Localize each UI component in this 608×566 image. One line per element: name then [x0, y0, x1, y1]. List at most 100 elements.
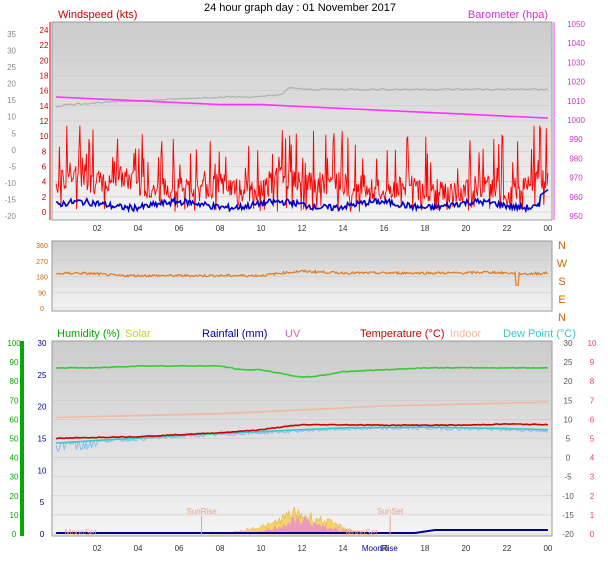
temperature-right-tick: 10: [564, 415, 573, 424]
indoor-line: [56, 401, 548, 419]
humidity-left-tick: 10: [10, 511, 19, 520]
humidity-left-tick: 0: [12, 530, 17, 539]
temperature-x-tick: 14: [339, 544, 348, 553]
rainfall-left-tick: 15: [38, 435, 47, 444]
temperature-x-tick: 16: [380, 544, 389, 553]
wind-x-tick: 18: [420, 224, 429, 233]
panel-band: [52, 121, 552, 133]
wind-left-tick: 10: [40, 132, 49, 141]
panel-band: [52, 256, 552, 261]
direction-left-tick: 90: [38, 290, 46, 297]
temperature-right-tick: -10: [562, 492, 574, 501]
wind-average-line: [55, 189, 549, 214]
barometer-right-tick: 1000: [567, 116, 585, 125]
panel-band: [52, 307, 552, 312]
direction-panel-background: [51, 240, 553, 312]
panel-band: [52, 287, 552, 293]
barometer-right-tick: 1030: [567, 58, 585, 67]
barometer-label: Barometer (hpa): [468, 9, 548, 21]
barometer-right-tick: 1040: [567, 39, 585, 48]
direction-compass-tick: E: [558, 294, 565, 306]
wind-left-tick: 22: [40, 41, 49, 50]
panel-band: [52, 351, 552, 364]
panel-band: [52, 272, 552, 277]
humidity-line: [55, 364, 548, 379]
wind-x-tick: 12: [298, 224, 307, 233]
panel-band: [52, 132, 552, 144]
panel-band: [52, 260, 552, 265]
legend-item-4: Temperature (°C): [360, 328, 444, 340]
temperature-right-tick: -5: [564, 473, 572, 482]
wind-x-tick: 10: [257, 224, 266, 233]
panel-band: [52, 279, 552, 285]
wind-outer-left-tick: -20: [4, 212, 16, 221]
panel-band: [52, 66, 552, 78]
direction-left-tick: 270: [36, 259, 48, 266]
wind-outer-left-tick: 35: [7, 30, 16, 39]
panel-band: [52, 248, 552, 254]
barometer-right-tick: 960: [569, 193, 583, 202]
wind-outer-left-tick: -5: [9, 162, 17, 171]
wind-x-tick: 22: [502, 224, 511, 233]
sunset-annotation: SunSet: [377, 507, 404, 516]
panel-band: [52, 295, 552, 300]
wind-x-tick: 04: [134, 224, 143, 233]
rainfall-left-tick: 20: [38, 403, 47, 412]
panel-band: [52, 44, 552, 56]
panel-band: [52, 384, 552, 396]
legend-item-6: Dew Point (°C): [503, 328, 576, 340]
wind-x-tick: 06: [175, 224, 184, 233]
direction-compass-tick: N: [558, 240, 566, 252]
legend-item-3: UV: [285, 328, 301, 340]
panel-band: [52, 252, 552, 258]
wind-x-tick: 16: [380, 224, 389, 233]
barometer-line: [56, 96, 548, 119]
uv-right-tick: 6: [590, 415, 595, 424]
wind-left-tick: 16: [40, 87, 49, 96]
temperature-right-tick: 5: [566, 435, 571, 444]
panel-band: [52, 110, 552, 122]
wind-direction-line: [55, 269, 549, 286]
temperature-x-tick: 08: [216, 544, 225, 553]
direction-left-tick: 180: [36, 275, 48, 282]
chart-title: 24 hour graph day : 01 November 2017: [204, 2, 396, 14]
wind-outer-left-tick: 25: [7, 63, 16, 72]
panel-band: [52, 427, 552, 439]
rainfall-left-tick: 10: [38, 466, 47, 475]
temperature-right-tick: 20: [564, 377, 573, 386]
panel-band: [52, 341, 552, 353]
rainfall-left-tick: 30: [38, 339, 47, 348]
panel-band: [52, 299, 552, 304]
wind-left-tick: 2: [42, 193, 47, 202]
panel-band: [52, 241, 552, 246]
wind-outer-left-tick: -15: [4, 195, 16, 204]
uv-right-tick: 8: [590, 377, 595, 386]
uv-right-tick: 9: [590, 358, 595, 367]
panel-band: [52, 283, 552, 289]
temperature-x-tick: 20: [461, 544, 470, 553]
temperature-right-tick: -20: [562, 530, 574, 539]
barometer-right-tick: 1050: [567, 20, 585, 29]
temperature-right-tick: -15: [562, 511, 574, 520]
wind-x-tick: 08: [216, 224, 225, 233]
uv-right-tick: 0: [590, 530, 595, 539]
humidity-left-tick: 50: [10, 435, 19, 444]
moonset-annotation-2: MoonSet: [345, 528, 378, 537]
wind-left-tick: 0: [42, 208, 47, 217]
humidity-left-tick: 90: [10, 358, 19, 367]
wind-left-tick: 24: [40, 26, 49, 35]
panel-band: [52, 143, 552, 155]
direction-compass-tick: N: [558, 312, 566, 324]
direction-compass-tick: W: [557, 258, 568, 270]
panel-band: [52, 77, 552, 89]
temperature-x-tick: 00: [543, 544, 552, 553]
uv-right-tick: 10: [588, 339, 597, 348]
barometer-right-tick: 990: [569, 135, 583, 144]
wind-left-tick: 4: [42, 178, 47, 187]
humidity-left-tick: 100: [7, 339, 21, 348]
panel-band: [52, 481, 552, 494]
humidity-left-tick: 30: [10, 473, 19, 482]
panel-band: [52, 276, 552, 281]
temperature-line: [55, 422, 549, 440]
